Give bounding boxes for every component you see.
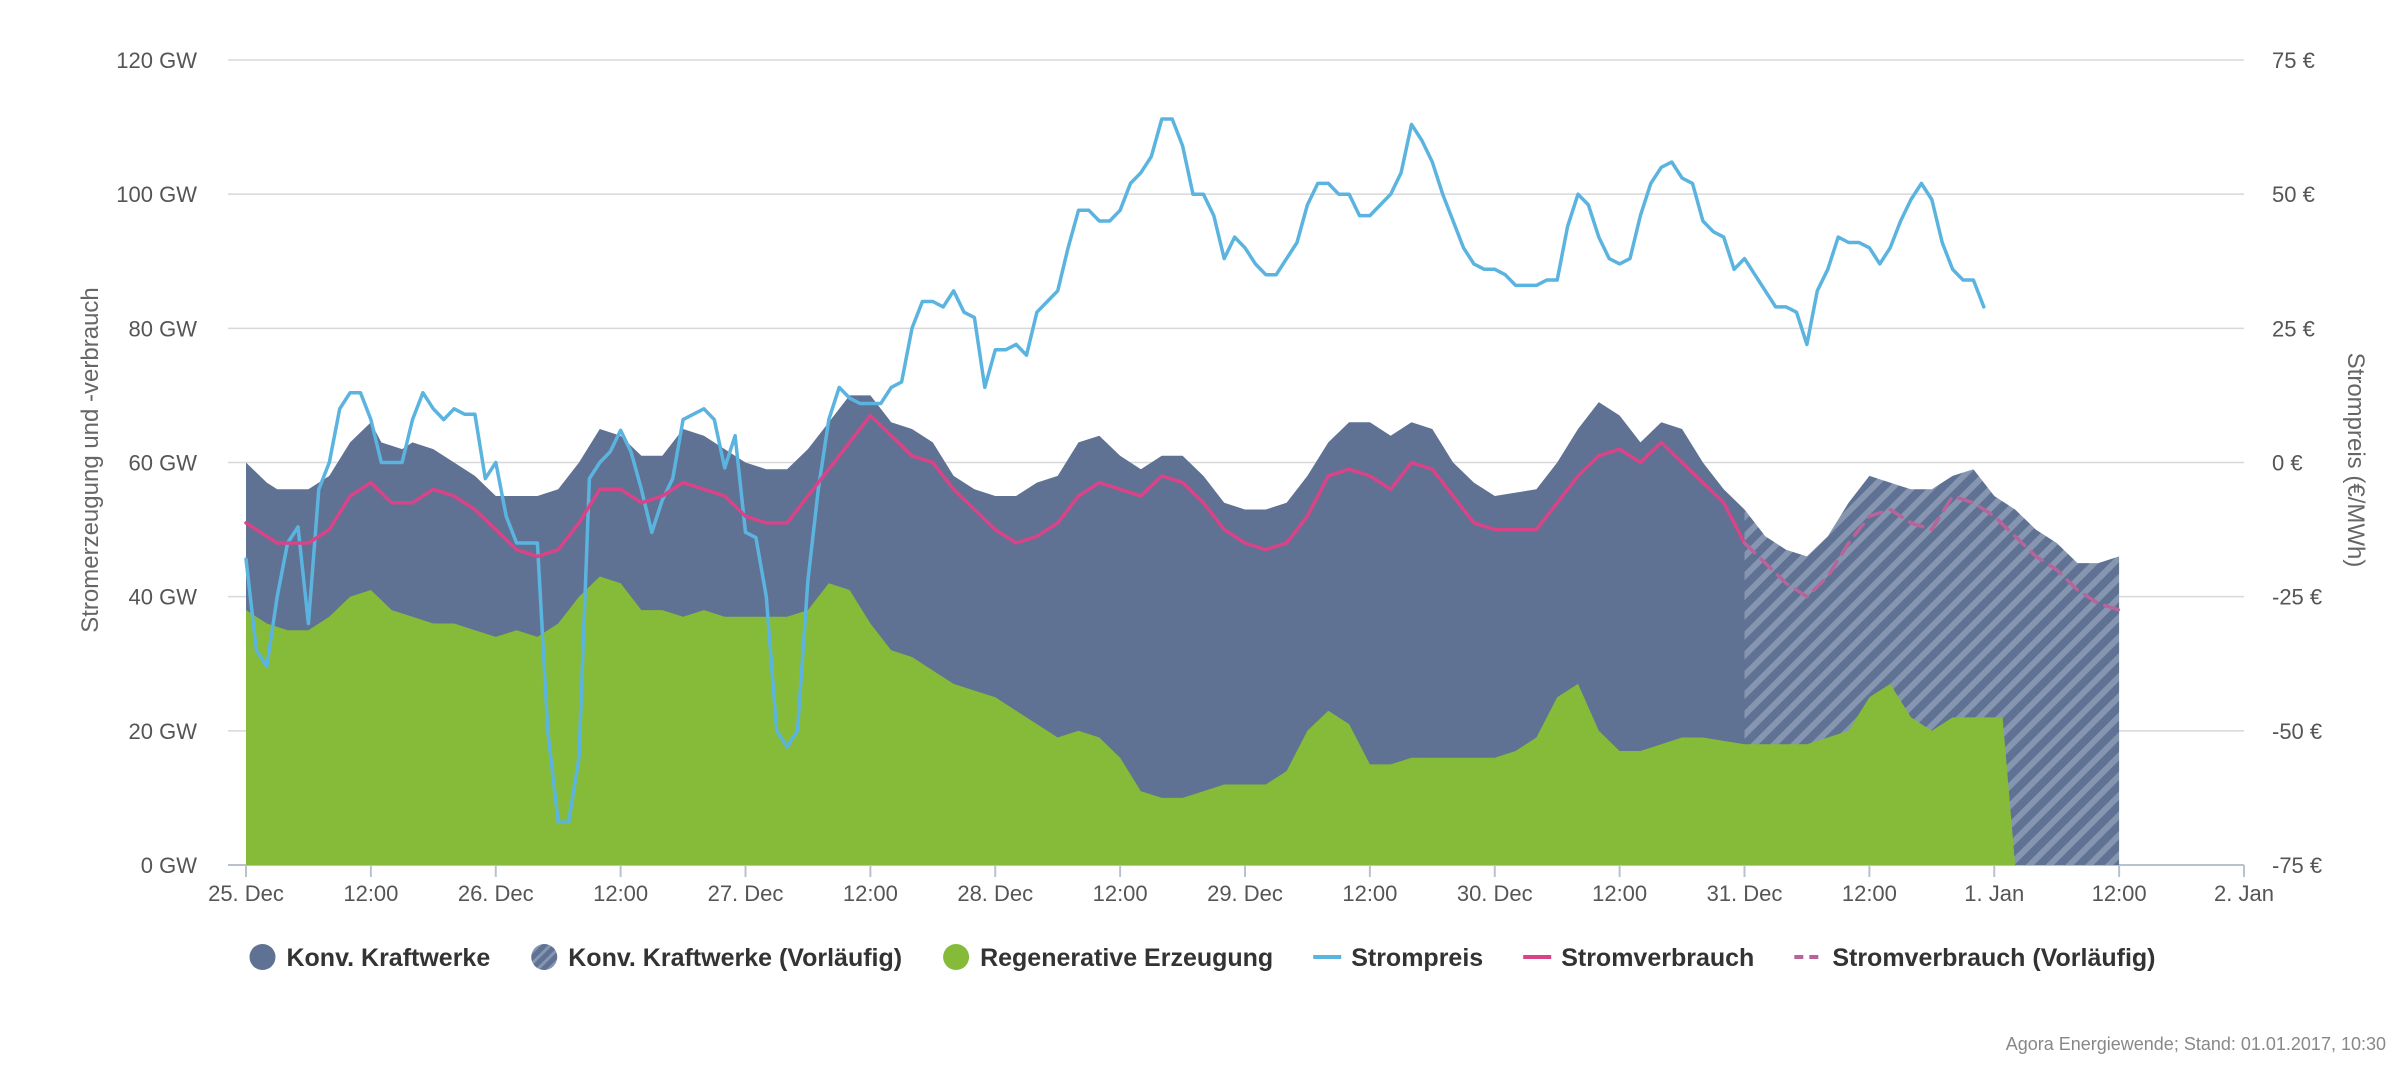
y-axis-right-title: Strompreis (€/MWh)	[2342, 353, 2369, 568]
legend-label: Konv. Kraftwerke (Vorläufig)	[568, 944, 902, 972]
y-left-tick-label: 0 GW	[141, 853, 197, 878]
legend-symbol	[249, 944, 276, 970]
x-tick-label: 12:00	[1093, 881, 1148, 906]
x-tick-label: 12:00	[843, 881, 898, 906]
y-right-tick-label: -50 €	[2272, 719, 2322, 744]
x-tick-label: 12:00	[2092, 881, 2147, 906]
legend-item[interactable]: Konv. Kraftwerke (Vorläufig)	[531, 944, 902, 972]
x-tick-label: 26. Dec	[458, 881, 534, 906]
line-stromverbrauch	[244, 413, 1747, 559]
legend-label: Konv. Kraftwerke	[286, 944, 490, 972]
x-tick-label: 12:00	[1592, 881, 1647, 906]
line-stromverbrauch-vorläufig	[1742, 494, 2121, 612]
y-right-tick-label: -75 €	[2272, 853, 2322, 878]
x-tick-label: 12:00	[593, 881, 648, 906]
y-right-tick-label: 75 €	[2272, 48, 2315, 73]
y-left-tick-label: 40 GW	[129, 585, 198, 610]
x-tick-label: 29. Dec	[1207, 881, 1283, 906]
x-tick-label: 2. Jan	[2214, 881, 2274, 906]
legend-item[interactable]: Stromverbrauch (Vorläufig)	[1794, 944, 2156, 972]
plot-lines	[244, 117, 2121, 824]
plot-areas	[246, 395, 2120, 865]
legend: Konv. Kraftwerke Konv. Kraftwerke (Vorläu…	[249, 944, 2156, 972]
x-tick-label: 27. Dec	[708, 881, 784, 906]
x-tick-label: 1. Jan	[1964, 881, 2024, 906]
y-left-tick-label: 20 GW	[129, 719, 198, 744]
legend-item[interactable]: Konv. Kraftwerke	[249, 944, 490, 972]
axes: 0 GW -75 € 20 GW -50 € 40 GW -25 € 60 GW 0 € 80 …	[116, 48, 2322, 906]
x-tick-label: 28. Dec	[957, 881, 1033, 906]
y-right-tick-label: -25 €	[2272, 585, 2322, 610]
x-tick-label: 12:00	[1342, 881, 1397, 906]
y-right-tick-label: 25 €	[2272, 316, 2315, 341]
y-left-tick-label: 80 GW	[129, 316, 198, 341]
y-right-tick-label: 0 €	[2272, 451, 2303, 476]
x-tick-label: 31. Dec	[1707, 881, 1783, 906]
x-tick-label: 12:00	[343, 881, 398, 906]
legend-symbol	[531, 944, 558, 970]
credit-text: Agora Energiewende; Stand: 01.01.2017, 1…	[2006, 1034, 2386, 1054]
legend-label: Stromverbrauch	[1561, 944, 1754, 972]
legend-item[interactable]: Regenerative Erzeugung	[943, 944, 1273, 972]
x-tick-label: 25. Dec	[208, 881, 284, 906]
legend-label: Strompreis	[1351, 944, 1483, 972]
y-left-tick-label: 60 GW	[129, 451, 198, 476]
legend-symbol	[943, 944, 970, 970]
x-tick-label: 12:00	[1842, 881, 1897, 906]
y-right-tick-label: 50 €	[2272, 182, 2315, 207]
legend-item[interactable]: Stromverbrauch	[1523, 944, 1754, 972]
y-left-tick-label: 100 GW	[116, 182, 197, 207]
legend-label: Regenerative Erzeugung	[980, 944, 1273, 972]
x-tick-label: 30. Dec	[1457, 881, 1533, 906]
area-regenerative-erzeugung	[246, 576, 2016, 865]
line-strompreis	[244, 117, 1986, 824]
legend-item[interactable]: Strompreis	[1313, 944, 1483, 972]
y-axis-left-title: Stromerzeugung und -verbrauch	[77, 287, 104, 633]
legend-label: Stromverbrauch (Vorläufig)	[1832, 944, 2155, 972]
y-left-tick-label: 120 GW	[116, 48, 197, 73]
